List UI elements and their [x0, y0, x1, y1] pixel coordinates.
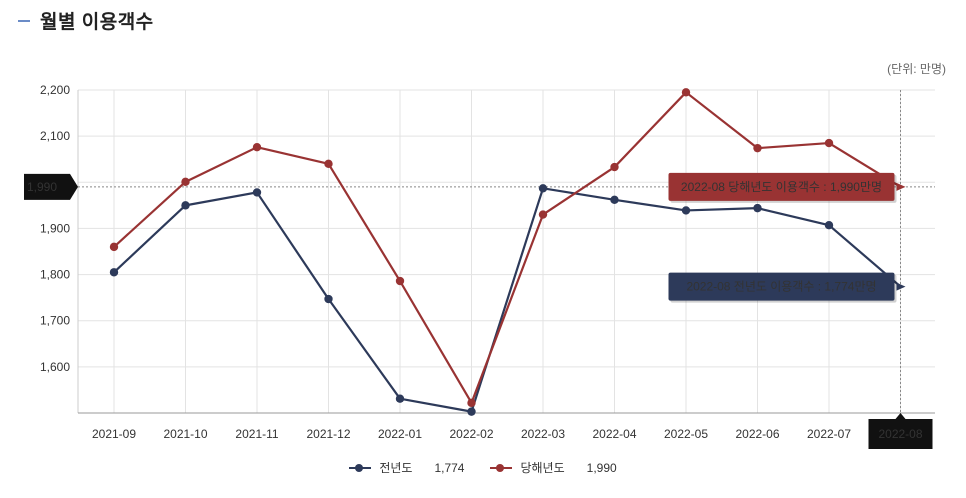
y-tick-label: 1,900 — [40, 221, 70, 235]
legend-item-prev-year[interactable]: 전년도 1,774 — [349, 459, 464, 476]
tooltip-text: 2022-08 전년도 이용객수 : 1,774만명 — [686, 280, 876, 294]
chart-header: 월별 이용객수 — [18, 7, 154, 34]
data-point-active — [896, 282, 906, 291]
legend-value: 1,774 — [434, 460, 465, 475]
data-point — [109, 268, 119, 277]
y-tick-label: 1,600 — [40, 360, 70, 374]
legend-label: 당해년도 — [520, 461, 565, 475]
y-tick-label: 2,100 — [40, 129, 70, 143]
legend-label: 전년도 — [379, 461, 413, 475]
data-point — [252, 143, 262, 152]
series-line — [113, 91, 902, 404]
legend: 전년도 1,774 당해년도 1,990 — [0, 459, 966, 476]
title-accent — [18, 19, 30, 22]
data-point — [681, 206, 691, 215]
y-tick-label: 2,200 — [40, 83, 70, 97]
data-point — [538, 184, 548, 193]
data-point — [181, 201, 190, 210]
data-point — [538, 210, 548, 219]
x-tick-label: 2021-09 — [92, 427, 136, 441]
page-title: 월별 이용객수 — [40, 12, 154, 33]
data-point — [824, 138, 834, 148]
data-point — [109, 242, 119, 252]
x-crosshair-badge — [868, 413, 933, 449]
x-tick-label: 2022-04 — [592, 427, 636, 441]
data-point — [324, 159, 333, 169]
unit-label: (단위: 만명) — [887, 62, 946, 76]
x-tick-label: 2021-12 — [306, 427, 350, 441]
data-point — [467, 407, 476, 416]
legend-marker-icon — [349, 463, 372, 472]
data-point — [467, 398, 476, 408]
x-crosshair-label: 2022-08 — [878, 427, 922, 441]
tooltip-box — [668, 272, 895, 301]
legend-marker-icon — [490, 463, 513, 472]
data-point — [753, 143, 762, 153]
legend-item-this-year[interactable]: 당해년도 1,990 — [490, 459, 617, 476]
data-point — [610, 195, 619, 205]
x-tick-label: 2022-06 — [735, 427, 779, 441]
data-point — [824, 220, 834, 230]
tooltip-text: 2022-08 당해년도 이용객수 : 1,990만명 — [681, 180, 882, 194]
y-crosshair-badge — [24, 173, 78, 200]
data-point — [681, 88, 691, 97]
data-point — [324, 294, 333, 304]
data-point — [181, 177, 190, 187]
data-point — [395, 394, 405, 403]
y-tick-label: 1,700 — [40, 314, 70, 328]
data-point — [753, 203, 762, 213]
data-point — [395, 276, 405, 286]
y-crosshair-label: 1,990 — [27, 180, 57, 194]
x-tick-label: 2021-10 — [163, 427, 207, 441]
y-tick-label: 1,800 — [40, 268, 70, 282]
x-tick-label: 2022-03 — [521, 427, 565, 441]
x-tick-label: 2022-02 — [449, 427, 493, 441]
x-tick-label: 2022-01 — [378, 427, 422, 441]
x-tick-label: 2021-11 — [235, 427, 278, 441]
data-point-active — [896, 182, 906, 191]
x-tick-label: 2022-05 — [664, 427, 708, 441]
legend-value: 1,990 — [586, 460, 617, 475]
tooltip-box — [668, 172, 895, 201]
data-point — [610, 162, 619, 172]
data-point — [252, 188, 262, 197]
series-line — [113, 187, 902, 413]
x-tick-label: 2022-07 — [807, 427, 851, 441]
